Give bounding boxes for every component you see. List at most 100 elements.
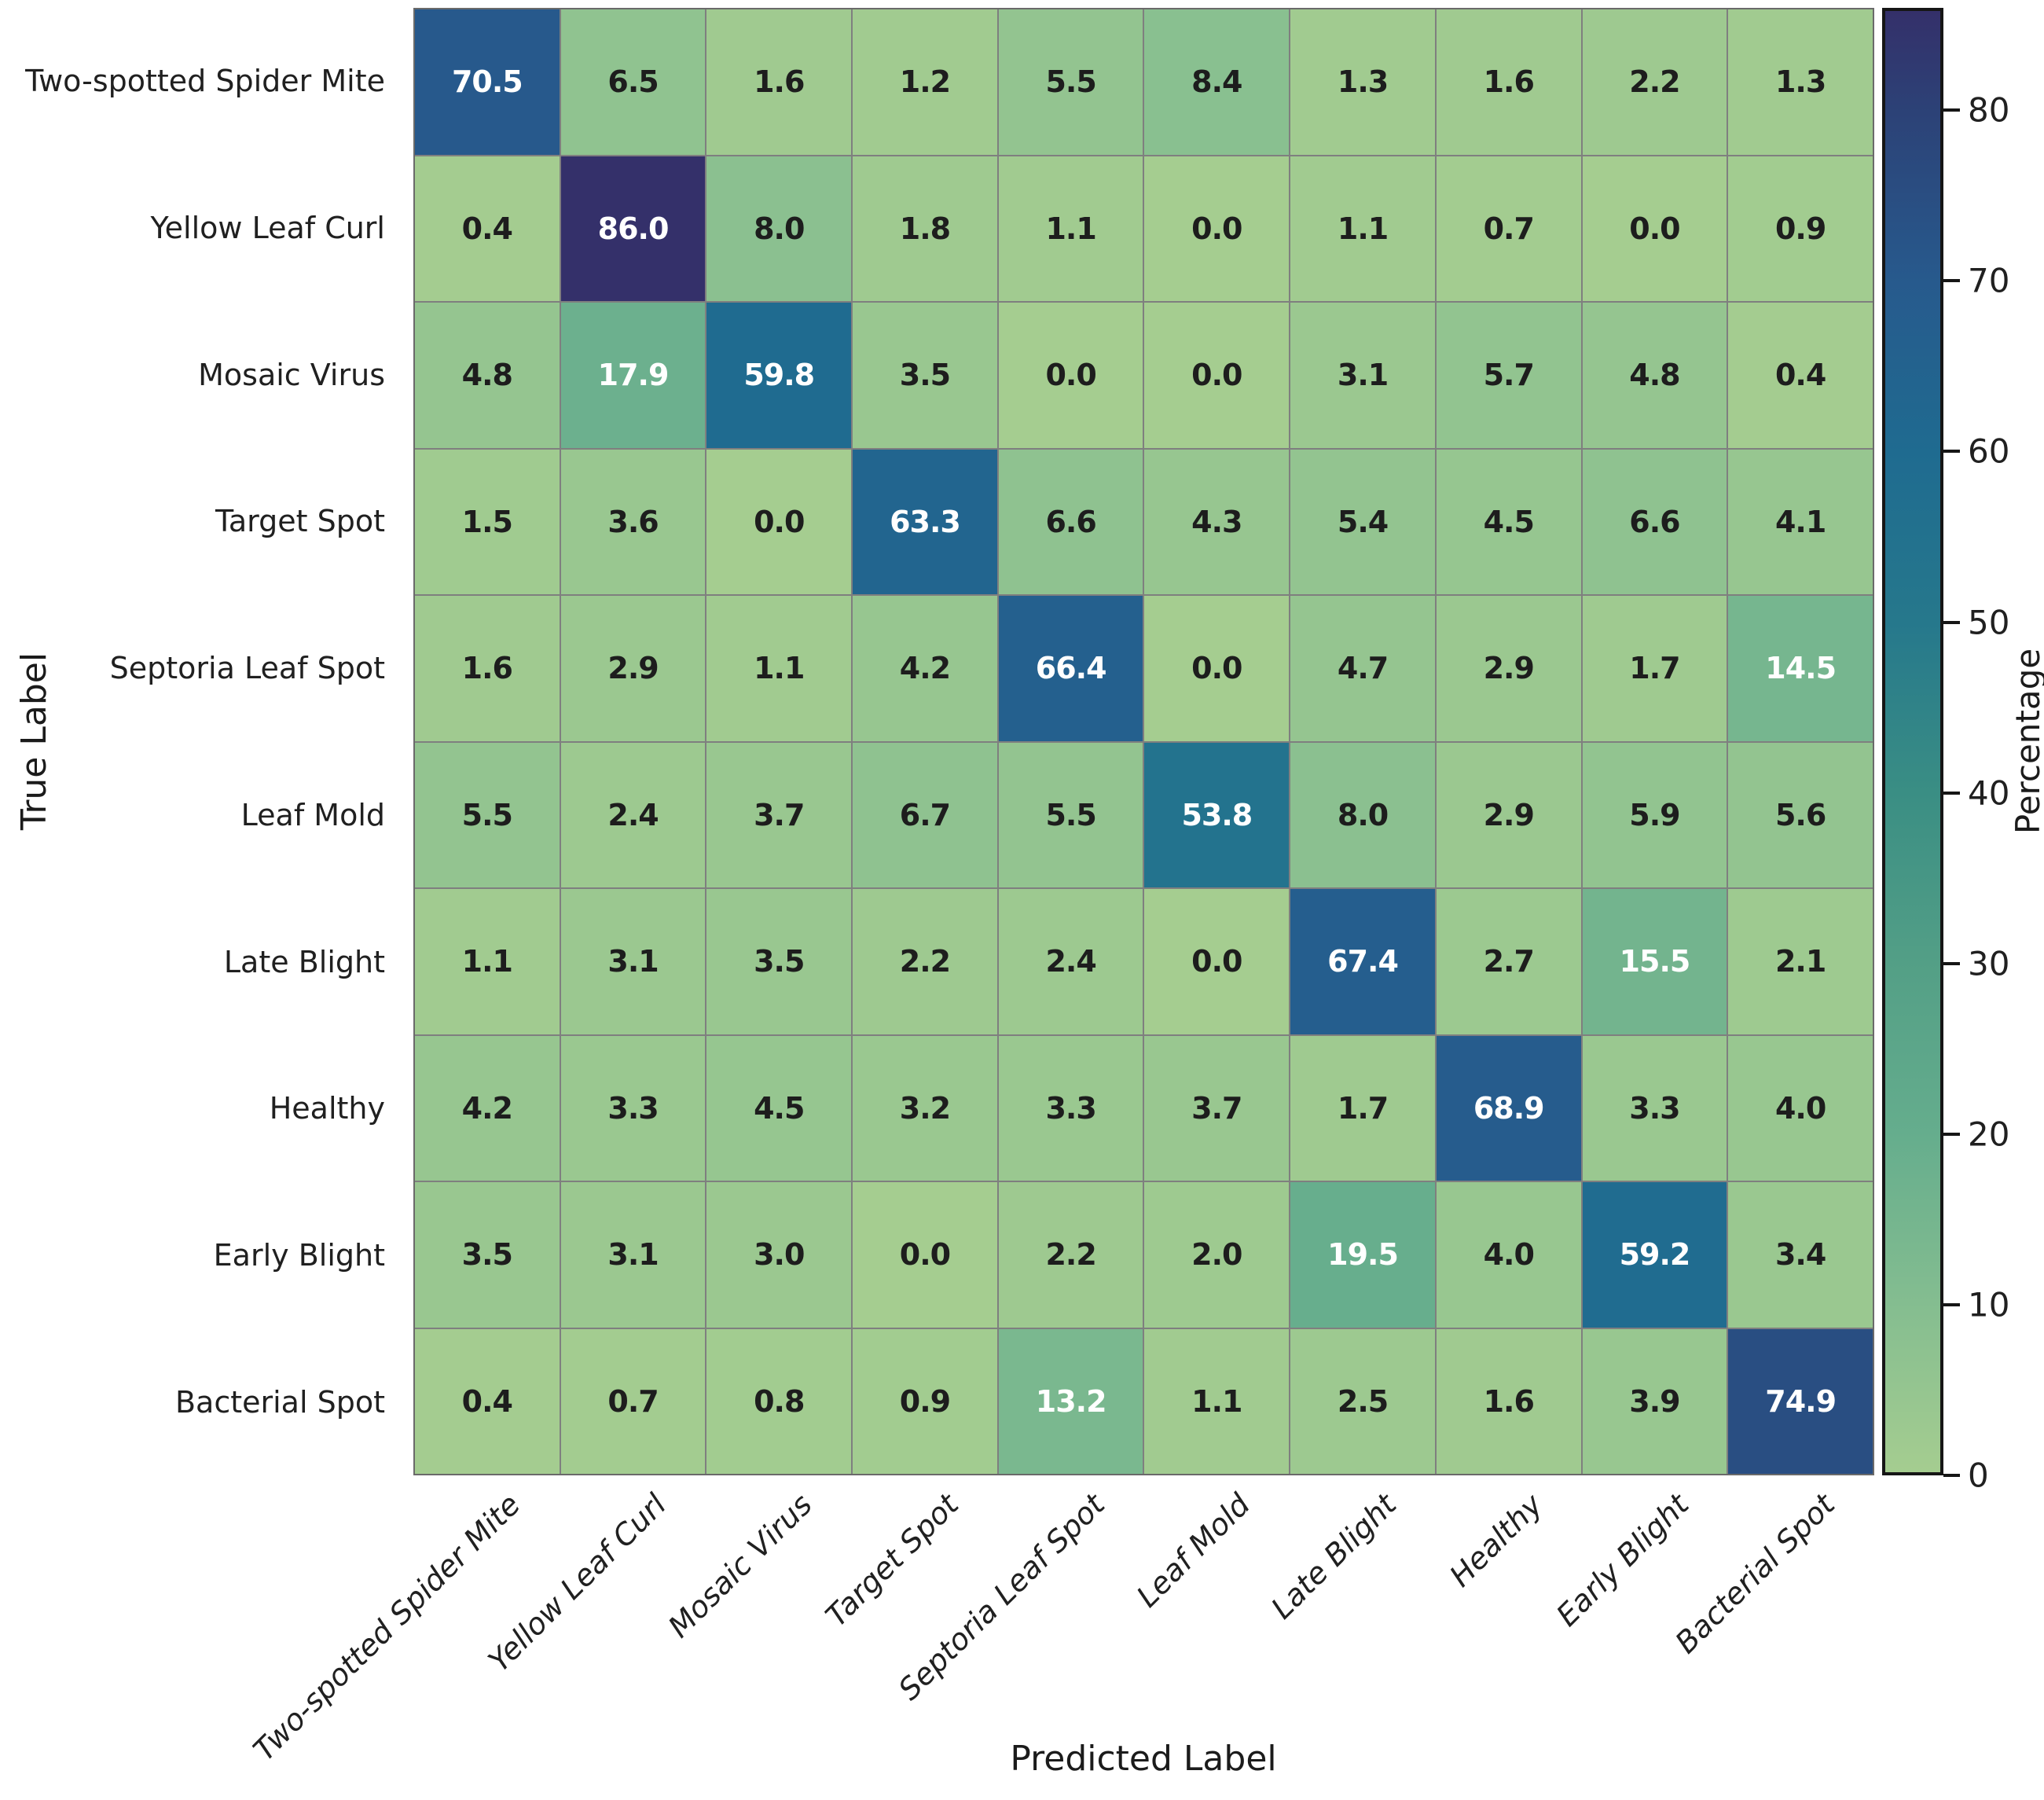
heatmap-cell: 66.4	[998, 596, 1143, 741]
heatmap-cell: 4.2	[415, 1035, 560, 1181]
heatmap-cell: 0.0	[998, 303, 1143, 448]
heatmap-cell: 1.3	[1728, 9, 1873, 155]
heatmap-cell: 19.5	[1290, 1182, 1435, 1328]
heatmap-cell: 5.5	[998, 742, 1143, 887]
heatmap-cell: 2.9	[1436, 596, 1581, 741]
colorbar-tick-label: 0	[1968, 1456, 1989, 1495]
colorbar-tick-mark	[1943, 279, 1960, 283]
heatmap-cell: 4.1	[1728, 449, 1873, 594]
heatmap-cell: 2.9	[560, 596, 706, 741]
heatmap-cell: 1.5	[415, 449, 560, 594]
heatmap-cell: 2.4	[560, 742, 706, 887]
heatmap-cell: 2.5	[1290, 1328, 1435, 1474]
heatmap-cell: 3.3	[998, 1035, 1143, 1181]
heatmap-cell: 0.0	[1144, 156, 1290, 301]
heatmap-cell: 0.9	[1728, 156, 1873, 301]
heatmap-cell: 53.8	[1144, 742, 1290, 887]
heatmap-cell: 5.9	[1582, 742, 1727, 887]
y-tick-label: Septoria Leaf Spot	[109, 651, 385, 686]
heatmap-cell: 2.9	[1436, 742, 1581, 887]
colorbar-title-text: Percentage	[2009, 648, 2044, 835]
heatmap-cell: 14.5	[1728, 596, 1873, 741]
heatmap-cell: 6.7	[853, 742, 997, 887]
heatmap-cell: 3.1	[560, 1182, 706, 1328]
colorbar-tick-label: 70	[1968, 261, 2010, 300]
y-axis-title-text: True Label	[14, 652, 54, 831]
x-tick-label: Early Blight	[1549, 1487, 1696, 1633]
heatmap-cell: 2.1	[1728, 889, 1873, 1034]
x-tick-label: Two-spotted Spider Mite	[246, 1487, 527, 1768]
colorbar-tick-label: 60	[1968, 432, 2010, 471]
y-tick-label: Leaf Mold	[240, 797, 385, 832]
heatmap-cell: 3.1	[1290, 303, 1435, 448]
heatmap-cell: 4.5	[706, 1035, 852, 1181]
heatmap-cell: 68.9	[1436, 1035, 1581, 1181]
x-tick-label: Septoria Leaf Spot	[891, 1487, 1111, 1707]
heatmap-cell: 0.4	[1728, 303, 1873, 448]
heatmap-cell: 3.5	[706, 889, 852, 1034]
heatmap-cell: 3.4	[1728, 1182, 1873, 1328]
colorbar-tick-label: 40	[1968, 773, 2010, 813]
heatmap-cell: 2.7	[1436, 889, 1581, 1034]
heatmap-cell: 1.7	[1290, 1035, 1435, 1181]
x-tick-label: Yellow Leaf Curl	[481, 1487, 673, 1679]
heatmap-cell: 4.0	[1436, 1182, 1581, 1328]
x-axis-title: Predicted Label	[1010, 1739, 1277, 1779]
heatmap-cell: 3.0	[706, 1182, 852, 1328]
heatmap-cell: 4.8	[415, 303, 560, 448]
heatmap-cell: 3.7	[1144, 1035, 1290, 1181]
heatmap-cell: 3.1	[560, 889, 706, 1034]
heatmap-cell: 0.7	[1436, 156, 1581, 301]
heatmap-cell: 86.0	[560, 156, 706, 301]
heatmap-cell: 2.2	[998, 1182, 1143, 1328]
y-axis-tick-labels: Two-spotted Spider Mite Yellow Leaf Curl M…	[0, 8, 398, 1475]
heatmap-cell: 4.7	[1290, 596, 1435, 741]
heatmap-cell: 0.7	[560, 1328, 706, 1474]
heatmap-cell: 4.3	[1144, 449, 1290, 594]
heatmap-cell: 13.2	[998, 1328, 1143, 1474]
x-tick-label: Healthy	[1443, 1487, 1550, 1594]
heatmap-cell: 3.3	[1582, 1035, 1727, 1181]
y-tick-label: Mosaic Virus	[198, 357, 385, 392]
heatmap-cell: 0.0	[1582, 156, 1727, 301]
heatmap-cell: 6.6	[1582, 449, 1727, 594]
heatmap-cell: 0.0	[853, 1182, 997, 1328]
heatmap-cell: 17.9	[560, 303, 706, 448]
heatmap-cell: 3.3	[560, 1035, 706, 1181]
y-tick-label: Early Blight	[213, 1237, 385, 1273]
colorbar-tick-label: 80	[1968, 90, 2010, 130]
heatmap-cell: 3.5	[415, 1182, 560, 1328]
heatmap-cell: 1.2	[853, 9, 997, 155]
heatmap-cell: 59.8	[706, 303, 852, 448]
colorbar-tick-mark	[1943, 450, 1960, 454]
heatmap-cell: 1.6	[1436, 1328, 1581, 1474]
heatmap-cell: 4.5	[1436, 449, 1581, 594]
colorbar-tick-mark	[1943, 791, 1960, 795]
colorbar-tick-mark	[1943, 1132, 1960, 1136]
heatmap-cell: 67.4	[1290, 889, 1435, 1034]
heatmap-cell: 1.8	[853, 156, 997, 301]
x-tick-label: Target Spot	[818, 1487, 965, 1633]
colorbar-tick-mark	[1943, 961, 1960, 965]
heatmap-cell: 1.1	[1290, 156, 1435, 301]
colorbar-tick-label: 20	[1968, 1115, 2010, 1154]
heatmap-cell: 1.6	[706, 9, 852, 155]
heatmap-cell: 2.0	[1144, 1182, 1290, 1328]
heatmap-cell: 6.6	[998, 449, 1143, 594]
heatmap-cell: 0.4	[415, 156, 560, 301]
heatmap-cell: 3.9	[1582, 1328, 1727, 1474]
heatmap-cell: 2.4	[998, 889, 1143, 1034]
colorbar-title: Percentage	[2009, 648, 2044, 834]
heatmap-cell: 4.8	[1582, 303, 1727, 448]
x-tick-label: Bacterial Spot	[1668, 1487, 1842, 1660]
heatmap-cell: 8.0	[706, 156, 852, 301]
y-tick-label: Yellow Leaf Curl	[150, 211, 386, 246]
heatmap-cell: 1.1	[415, 889, 560, 1034]
heatmap-cell: 1.1	[998, 156, 1143, 301]
heatmap-cell: 0.0	[706, 449, 852, 594]
colorbar-gradient	[1882, 8, 1943, 1475]
heatmap-cell: 0.4	[415, 1328, 560, 1474]
heatmap-cell: 15.5	[1582, 889, 1727, 1034]
colorbar-tick-label: 30	[1968, 944, 2010, 983]
colorbar-tick-mark	[1943, 1302, 1960, 1306]
